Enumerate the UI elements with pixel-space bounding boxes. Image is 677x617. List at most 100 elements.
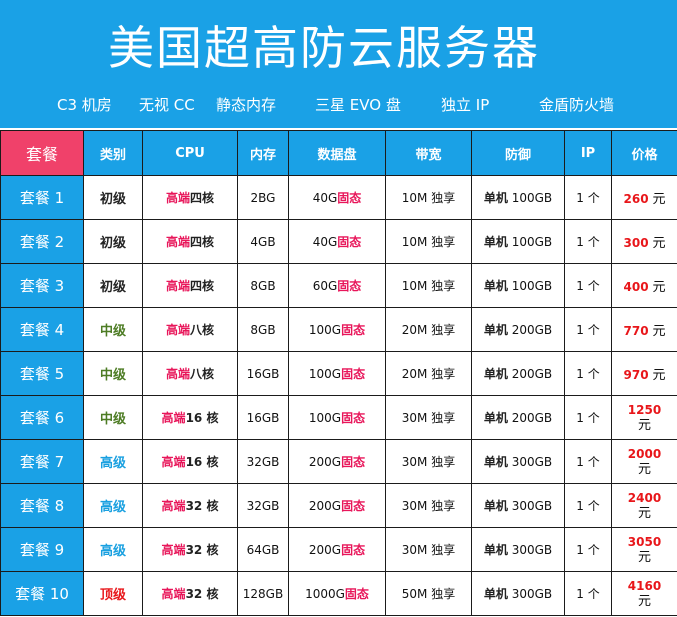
category-label: 初级 <box>99 236 126 251</box>
column-header-package: 套餐 <box>0 130 84 176</box>
defense-mode: 单机 <box>483 367 508 381</box>
disk-cell: 100G固态 <box>288 351 386 396</box>
price-unit: 元 <box>637 505 651 521</box>
feature-item: 无视 CC <box>139 96 195 114</box>
disk-size: 1000G <box>305 587 345 601</box>
memory-cell: 2BG <box>237 175 289 220</box>
feature-item: 三星 EVO 盘 <box>315 96 401 114</box>
price-value: 260 <box>623 192 649 206</box>
cpu-cores: 16 核 <box>185 411 219 425</box>
package-name: 套餐 1 <box>0 175 84 220</box>
defense-cell: 单机 100GB <box>471 263 565 308</box>
disk-type: 固态 <box>337 235 362 249</box>
cpu-tier: 高端 <box>165 191 190 205</box>
disk-size: 200G <box>308 543 342 557</box>
cpu-tier: 高端 <box>165 323 190 337</box>
defense-cell: 单机 300GB <box>471 439 565 484</box>
column-header-bandwidth: 带宽 <box>385 130 472 176</box>
defense-cell: 单机 100GB <box>471 175 565 220</box>
price-unit: 元 <box>637 593 651 609</box>
defense-cell: 单机 300GB <box>471 571 565 616</box>
cpu-cores: 八核 <box>190 323 215 337</box>
bandwidth-cell: 10M 独享 <box>385 263 472 308</box>
cpu-cell: 高端32 核 <box>142 483 238 528</box>
category-cell: 中级 <box>83 395 143 440</box>
price-unit: 元 <box>637 549 651 565</box>
ip-cell: 1 个 <box>564 307 612 352</box>
price-cell: 970 元 <box>611 351 677 396</box>
feature-list: C3 机房 无视 CC 静态内存 三星 EVO 盘 独立 IP 金盾防火墙 <box>0 94 677 116</box>
category-cell: 初级 <box>83 263 143 308</box>
disk-size: 100G <box>308 323 342 337</box>
category-cell: 中级 <box>83 351 143 396</box>
disk-cell: 40G固态 <box>288 219 386 264</box>
disk-cell: 200G固态 <box>288 439 386 484</box>
cpu-tier: 高端 <box>161 499 186 513</box>
category-label: 高级 <box>99 544 126 559</box>
feature-item: C3 机房 <box>57 96 112 114</box>
bandwidth-cell: 30M 独享 <box>385 527 472 572</box>
bandwidth-cell: 30M 独享 <box>385 483 472 528</box>
ip-cell: 1 个 <box>564 395 612 440</box>
disk-cell: 200G固态 <box>288 483 386 528</box>
ip-cell: 1 个 <box>564 219 612 264</box>
bandwidth-cell: 30M 独享 <box>385 439 472 484</box>
category-label: 初级 <box>99 280 126 295</box>
ip-cell: 1 个 <box>564 175 612 220</box>
header-banner: 美国超高防云服务器 C3 机房 无视 CC 静态内存 三星 EVO 盘 独立 I… <box>0 0 677 128</box>
defense-cell: 单机 300GB <box>471 483 565 528</box>
package-name: 套餐 3 <box>0 263 84 308</box>
disk-cell: 100G固态 <box>288 395 386 440</box>
disk-type: 固态 <box>341 455 366 469</box>
defense-capacity: 300GB <box>511 543 553 557</box>
memory-cell: 8GB <box>237 307 289 352</box>
defense-capacity: 200GB <box>511 323 553 337</box>
table-row: 套餐 1 初级 高端四核 2BG 40G固态 10M 独享 单机 100GB 1 个 260 元 <box>0 175 677 220</box>
memory-cell: 8GB <box>237 263 289 308</box>
cpu-cores: 32 核 <box>185 499 219 513</box>
cpu-cell: 高端16 核 <box>142 439 238 484</box>
disk-size: 60G <box>312 279 338 293</box>
bandwidth-cell: 20M 独享 <box>385 351 472 396</box>
price-unit: 元 <box>652 236 666 251</box>
column-header-category: 类别 <box>83 130 143 176</box>
price-unit: 元 <box>652 368 666 383</box>
category-label: 中级 <box>99 412 126 427</box>
memory-cell: 16GB <box>237 395 289 440</box>
package-name: 套餐 7 <box>0 439 84 484</box>
category-cell: 高级 <box>83 439 143 484</box>
price-cell: 770 元 <box>611 307 677 352</box>
category-label: 初级 <box>99 192 126 207</box>
defense-capacity: 300GB <box>511 455 553 469</box>
column-header-price: 价格 <box>611 130 677 176</box>
category-label: 高级 <box>99 500 126 515</box>
price-unit: 元 <box>637 417 651 433</box>
ip-cell: 1 个 <box>564 527 612 572</box>
price-unit: 元 <box>652 192 666 207</box>
defense-cell: 单机 300GB <box>471 527 565 572</box>
cpu-cores: 32 核 <box>185 587 219 601</box>
package-name: 套餐 8 <box>0 483 84 528</box>
price-value: 3050 <box>627 534 662 549</box>
category-cell: 高级 <box>83 483 143 528</box>
feature-item: 独立 IP <box>441 96 490 114</box>
package-name: 套餐 5 <box>0 351 84 396</box>
category-cell: 高级 <box>83 527 143 572</box>
ip-cell: 1 个 <box>564 351 612 396</box>
cpu-cell: 高端16 核 <box>142 395 238 440</box>
cpu-tier: 高端 <box>165 235 190 249</box>
price-value: 970 <box>623 368 649 382</box>
pricing-table: 套餐 类别 CPU 内存 数据盘 带宽 防御 IP 价格 套餐 1 初级 高端四核 2… <box>0 130 677 616</box>
cpu-cores: 四核 <box>190 235 215 249</box>
feature-item: 金盾防火墙 <box>539 96 615 114</box>
disk-size: 200G <box>308 455 342 469</box>
column-header-disk: 数据盘 <box>288 130 386 176</box>
price-cell: 400 元 <box>611 263 677 308</box>
disk-type: 固态 <box>337 279 362 293</box>
price-value: 1250 <box>627 402 662 417</box>
disk-cell: 40G固态 <box>288 175 386 220</box>
cpu-cell: 高端32 核 <box>142 571 238 616</box>
price-cell: 260 元 <box>611 175 677 220</box>
cpu-cores: 八核 <box>190 367 215 381</box>
table-row: 套餐 3 初级 高端四核 8GB 60G固态 10M 独享 单机 100GB 1 个 400 元 <box>0 263 677 308</box>
